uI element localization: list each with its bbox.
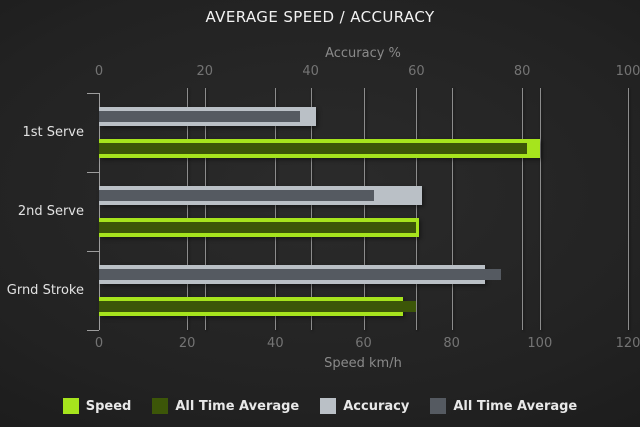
bottom-axis-tick-label: 40	[267, 336, 284, 351]
category-axis-tick	[87, 93, 99, 94]
gridline-top-40	[311, 88, 312, 330]
bar-all-time-average-bottom-grnd-stroke	[99, 301, 416, 312]
category-axis-line	[99, 93, 100, 330]
top-axis-title: Accuracy %	[325, 46, 401, 61]
top-axis-tick-label: 20	[196, 64, 214, 79]
category-label: 1st Serve	[22, 125, 84, 140]
gridline-top-60	[416, 88, 417, 330]
legend-swatch-1	[152, 398, 169, 414]
legend-swatch-2	[320, 398, 337, 414]
category-axis-tick	[87, 172, 99, 173]
top-axis-tick-label: 0	[94, 64, 104, 79]
bar-all-time-average-top-1st-serve	[99, 111, 300, 122]
bar-all-time-average-top-2nd-serve	[99, 190, 374, 201]
legend: Speed All Time Average Accuracy All Time Av…	[0, 398, 640, 414]
legend-item-all-time-average: All Time Average	[430, 398, 577, 414]
bottom-axis-title: Speed km/h	[324, 356, 402, 371]
category-axis-tick	[87, 330, 99, 331]
bar-all-time-average-bottom-1st-serve	[99, 143, 527, 154]
category-label: 2nd Serve	[17, 204, 84, 219]
gridline-top-100	[628, 88, 629, 330]
gridline-bottom-20	[187, 88, 188, 330]
bottom-axis-tick-label: 20	[178, 336, 196, 351]
category-label: Grnd Stroke	[6, 283, 84, 298]
legend-item-all-time-average: All Time Average	[152, 398, 299, 414]
gridline-top-20	[205, 88, 206, 330]
category-axis-tick	[87, 251, 99, 252]
gridline-bottom-100	[540, 88, 541, 330]
bar-all-time-average-bottom-2nd-serve	[99, 222, 416, 233]
bottom-axis-tick-label: 80	[443, 336, 460, 351]
top-axis-tick-label: 40	[302, 64, 319, 79]
top-axis-tick-label: 80	[513, 64, 531, 79]
gridline-bottom-40	[275, 88, 276, 330]
bottom-axis-tick-label: 120	[615, 336, 640, 351]
legend-label-0: Speed	[85, 398, 132, 414]
top-axis-tick-label: 100	[615, 64, 640, 79]
legend-label-1: All Time Average	[175, 398, 300, 414]
legend-label-2: Accuracy	[343, 398, 410, 414]
top-axis-tick-label: 60	[408, 64, 425, 79]
bottom-axis-tick-label: 60	[355, 336, 372, 351]
legend-swatch-3	[430, 398, 447, 414]
legend-item-speed: Speed	[62, 398, 132, 414]
gridline-top-80	[522, 88, 523, 330]
bar-all-time-average-top-grnd-stroke	[99, 269, 501, 280]
gridline-bottom-60	[364, 88, 365, 330]
gridline-bottom-80	[452, 88, 453, 330]
legend-label-3: All Time Average	[453, 398, 578, 414]
legend-swatch-0	[62, 398, 79, 414]
bottom-axis-tick-label: 0	[94, 336, 104, 351]
legend-item-accuracy: Accuracy	[320, 398, 409, 414]
bottom-axis-tick-label: 100	[527, 336, 553, 351]
chart-title: AVERAGE SPEED / ACCURACY	[205, 8, 435, 26]
